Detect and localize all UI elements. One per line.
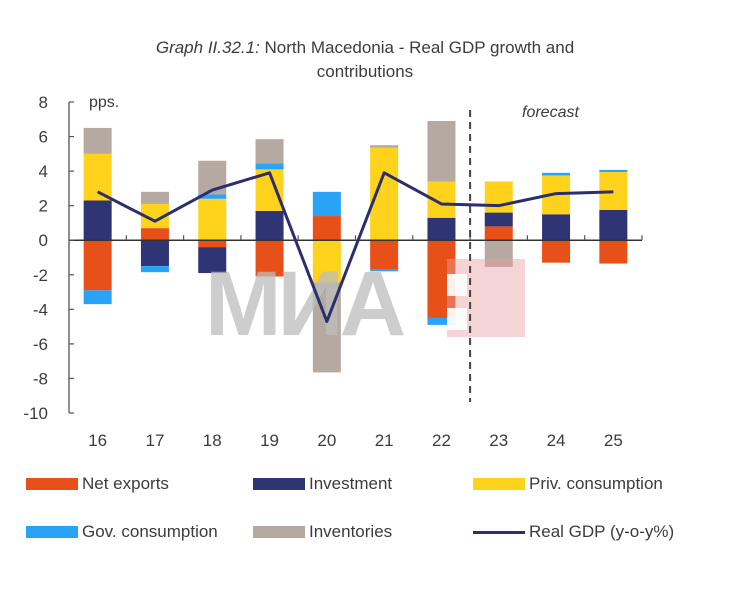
y-tick-label: 0 [39,231,48,250]
chart-title: Graph II.32.1: North Macedonia - Real GD… [0,36,730,84]
bar-gov-consumption-16 [83,290,112,305]
legend-label-real-gdp: Real GDP (y-o-y%) [529,522,675,541]
bar-net-exports-16 [83,240,112,291]
y-tick-label: -4 [33,300,48,319]
bar-gov-consumption-19 [255,163,284,170]
bar-priv-consumption-20 [312,240,341,283]
x-tick-label: 20 [317,431,336,450]
bar-investment-18 [198,247,227,274]
bar-investment-16 [83,200,112,241]
legend-label-gov-consumption: Gov. consumption [82,522,218,541]
legend-label-inventories: Inventories [309,522,393,541]
bar-net-exports-24 [542,240,571,263]
bar-net-exports-20 [312,216,341,241]
bar-gov-consumption-20 [312,191,341,217]
bar-net-exports-19 [255,240,284,277]
legend-swatch-gov-consumption [26,526,78,538]
y-tick-label: -10 [23,404,48,423]
y-tick-label: 4 [39,162,48,181]
bar-gov-consumption-17 [140,266,169,273]
bar-inventories-16 [83,127,112,154]
legend-item-investment: Investment [253,474,392,494]
y-tick-label: 2 [39,197,48,216]
y-tick-label: 8 [39,93,48,112]
bar-inventories-17 [140,191,169,204]
x-tick-label: 23 [489,431,508,450]
bar-priv-consumption-21 [370,147,399,241]
legend-swatch-inventories [253,526,305,538]
bar-net-exports-18 [198,240,227,248]
legend-swatch-investment [253,478,305,490]
x-tick-label: 21 [375,431,394,450]
bar-investment-19 [255,210,284,241]
legend-item-inventories: Inventories [253,522,392,542]
bar-gov-consumption-24 [542,172,571,176]
y-axis-label: pps. [89,94,119,111]
line-real-gdp-y-o-y [96,171,614,323]
watermark-block-notch-bottom [447,308,467,330]
bar-inventories-19 [255,139,284,164]
bar-inventories-21 [370,145,399,148]
x-tick-label: 24 [547,431,566,450]
legend-swatch-priv-consumption [473,478,525,490]
bar-inventories-22 [427,121,456,182]
bar-gov-consumption-25 [599,169,628,172]
legend-item-priv-consumption: Priv. consumption [473,474,663,494]
legend-item-net-exports: Net exports [26,474,169,494]
y-tick-label: -2 [33,266,48,285]
legend-item-real-gdp: Real GDP (y-o-y%) [473,522,674,542]
bar-investment-23 [484,212,513,227]
chart-title-prefix: Graph II.32.1: [155,38,260,57]
legend-label-investment: Investment [309,474,393,493]
bar-investment-22 [427,217,456,241]
x-tick-label: 22 [432,431,451,450]
bar-investment-25 [599,209,628,241]
x-tick-label: 16 [88,431,107,450]
x-tick-label: 25 [604,431,623,450]
watermark-block-notch-top [447,274,467,296]
bar-investment-17 [140,240,169,267]
bar-gov-consumption-22 [427,317,456,325]
y-tick-label: -8 [33,369,48,388]
bar-net-exports-21 [370,240,399,270]
bar-gov-consumption-18 [198,194,227,199]
bar-priv-consumption-18 [198,198,227,241]
x-tick-label: 17 [145,431,164,450]
legend-label-net-exports: Net exports [82,474,169,493]
bar-inventories-23 [484,240,513,268]
bar-net-exports-17 [140,228,169,241]
chart-title-main: North Macedonia - Real GDP growth and [264,38,575,57]
y-tick-label: 6 [39,128,48,147]
y-tick-label: -6 [33,335,48,354]
bar-priv-consumption-23 [484,181,513,213]
watermark: МИА [205,253,525,355]
legend-swatch-real-gdp [473,530,525,534]
chart-title-line2: contributions [316,62,414,81]
bar-investment-24 [542,214,571,241]
bar-net-exports-25 [599,240,628,264]
bar-gov-consumption-21 [370,269,399,272]
forecast-label: forecast [522,104,579,121]
x-tick-label: 18 [203,431,222,450]
legend-label-priv-consumption: Priv. consumption [529,474,663,493]
x-tick-label: 19 [260,431,279,450]
bar-net-exports-23 [484,226,513,241]
legend-item-gov-consumption: Gov. consumption [26,522,218,542]
line-layer [96,171,614,323]
legend-swatch-net-exports [26,478,78,490]
